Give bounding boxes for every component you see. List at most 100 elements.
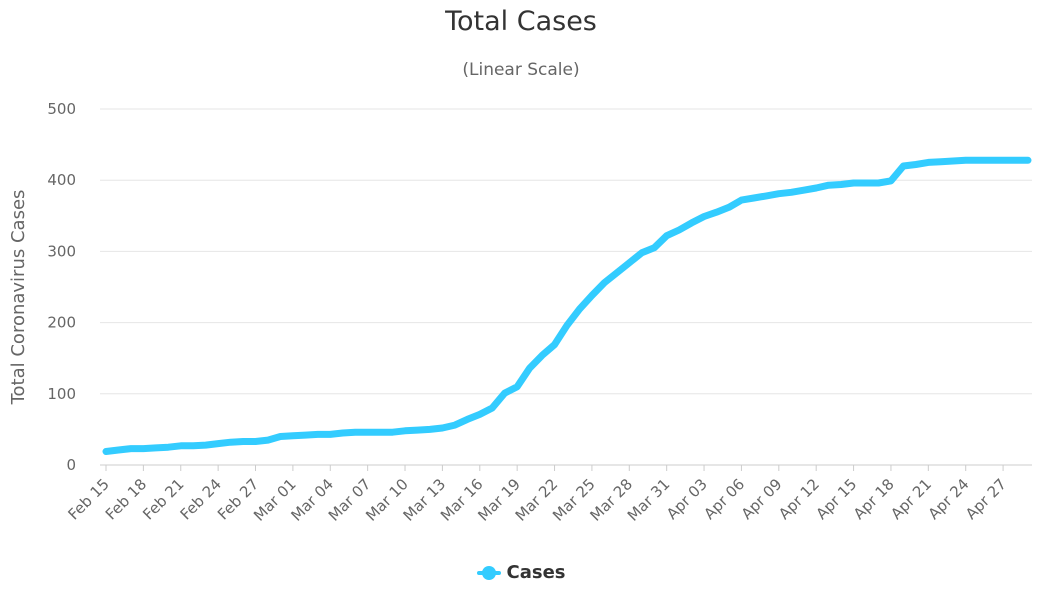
y-axis-ticks: 0 100 200 300 400 500: [47, 100, 76, 474]
data-point[interactable]: [577, 306, 583, 312]
data-point[interactable]: [751, 195, 757, 201]
y-tick-label: 200: [47, 314, 76, 332]
data-point[interactable]: [900, 163, 906, 169]
y-tick-label: 400: [47, 171, 76, 189]
data-point[interactable]: [103, 449, 109, 455]
data-point[interactable]: [527, 365, 533, 371]
data-point[interactable]: [365, 429, 371, 435]
data-point[interactable]: [140, 446, 146, 452]
grid-lines: [100, 108, 1032, 395]
data-point[interactable]: [415, 427, 421, 433]
data-point[interactable]: [701, 214, 707, 220]
data-point[interactable]: [689, 220, 695, 226]
y-tick-label: 500: [47, 100, 76, 118]
data-point[interactable]: [601, 280, 607, 286]
x-tick-label: Apr 18: [850, 475, 898, 523]
data-point[interactable]: [925, 159, 931, 165]
data-point[interactable]: [128, 446, 134, 452]
data-point[interactable]: [726, 204, 732, 210]
data-point[interactable]: [116, 447, 122, 453]
data-point[interactable]: [676, 227, 682, 233]
data-point[interactable]: [489, 405, 495, 411]
x-tick-label: Apr 06: [700, 475, 748, 523]
data-point[interactable]: [1025, 157, 1031, 163]
series-line-cases[interactable]: [102, 156, 1032, 455]
data-point[interactable]: [315, 431, 321, 437]
data-point[interactable]: [664, 233, 670, 239]
data-point[interactable]: [402, 428, 408, 434]
data-point[interactable]: [876, 180, 882, 186]
data-point[interactable]: [763, 193, 769, 199]
data-point[interactable]: [190, 443, 196, 449]
data-point[interactable]: [589, 293, 595, 299]
data-point[interactable]: [826, 182, 832, 188]
data-point[interactable]: [165, 444, 171, 450]
x-tick-label: Feb 24: [177, 475, 225, 523]
x-tick-label: Feb 18: [102, 475, 150, 523]
data-point[interactable]: [203, 442, 209, 448]
x-tick-label: Feb 15: [64, 475, 112, 523]
series-cases[interactable]: [102, 156, 1032, 455]
data-point[interactable]: [377, 429, 383, 435]
data-point[interactable]: [265, 437, 271, 443]
data-point[interactable]: [477, 411, 483, 417]
data-point[interactable]: [801, 187, 807, 193]
x-tick-label: Apr 27: [962, 475, 1010, 523]
data-point[interactable]: [439, 425, 445, 431]
data-point[interactable]: [277, 434, 283, 440]
y-tick-label: 100: [47, 385, 76, 403]
data-point[interactable]: [427, 426, 433, 432]
data-point[interactable]: [950, 158, 956, 164]
data-point[interactable]: [564, 322, 570, 328]
data-point[interactable]: [863, 180, 869, 186]
data-point[interactable]: [253, 439, 259, 445]
data-point[interactable]: [714, 209, 720, 215]
data-point[interactable]: [215, 441, 221, 447]
data-point[interactable]: [1013, 157, 1019, 163]
legend[interactable]: Cases: [0, 562, 1042, 583]
x-tick-label: Apr 21: [887, 475, 935, 523]
data-point[interactable]: [327, 431, 333, 437]
data-point[interactable]: [464, 416, 470, 422]
data-point[interactable]: [302, 432, 308, 438]
data-point[interactable]: [390, 429, 396, 435]
data-point[interactable]: [851, 180, 857, 186]
data-point[interactable]: [738, 197, 744, 203]
x-tick-label: Apr 24: [925, 475, 973, 523]
data-point[interactable]: [963, 157, 969, 163]
data-point[interactable]: [340, 430, 346, 436]
data-point[interactable]: [639, 250, 645, 256]
y-tick-label: 0: [66, 456, 76, 474]
data-point[interactable]: [614, 270, 620, 276]
data-point[interactable]: [514, 384, 520, 390]
legend-symbol-cases: [476, 565, 501, 580]
data-point[interactable]: [290, 433, 296, 439]
data-point[interactable]: [626, 260, 632, 266]
x-tick-label: Apr 03: [663, 475, 711, 523]
data-point[interactable]: [913, 162, 919, 168]
data-point[interactable]: [813, 185, 819, 191]
data-point[interactable]: [651, 245, 657, 251]
data-point[interactable]: [502, 390, 508, 396]
data-point[interactable]: [552, 342, 558, 348]
y-tick-label: 300: [47, 242, 76, 260]
data-point[interactable]: [352, 429, 358, 435]
data-point[interactable]: [452, 422, 458, 428]
data-point[interactable]: [1000, 157, 1006, 163]
data-point[interactable]: [938, 159, 944, 165]
legend-label-cases: Cases: [506, 562, 566, 583]
data-point[interactable]: [776, 191, 782, 197]
data-point[interactable]: [838, 182, 844, 188]
data-point[interactable]: [178, 443, 184, 449]
data-point[interactable]: [240, 439, 246, 445]
data-point[interactable]: [888, 178, 894, 184]
data-point[interactable]: [153, 445, 159, 451]
data-point[interactable]: [788, 189, 794, 195]
data-point[interactable]: [539, 352, 545, 358]
data-point[interactable]: [228, 439, 234, 445]
data-point[interactable]: [988, 157, 994, 163]
data-point[interactable]: [975, 157, 981, 163]
